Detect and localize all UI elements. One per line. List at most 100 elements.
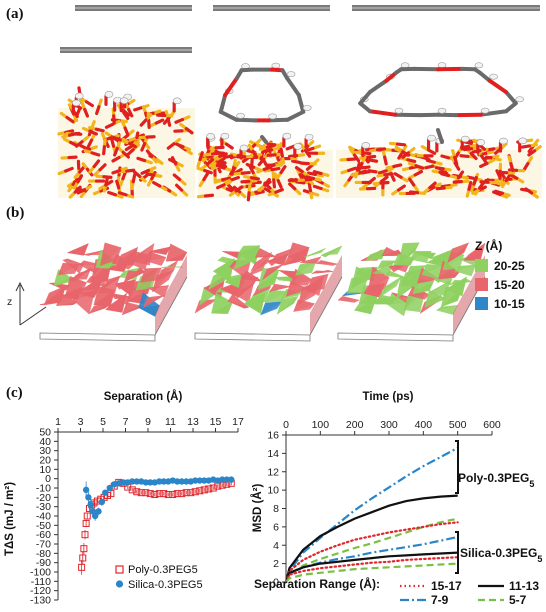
data-point <box>102 489 109 496</box>
entropy-y-tick-label: -50 <box>36 520 51 532</box>
surface-legend: Z (Å) 20-25 15-20 10-15 <box>475 238 525 311</box>
msd-group-brackets: Poly-0.3PEG5 Silica-0.3PEG5 <box>455 440 542 574</box>
entropy-y-tick-label: -130 <box>30 595 51 607</box>
data-point <box>178 478 185 485</box>
data-point <box>133 478 140 485</box>
entropy-y-tick-label: -30 <box>36 501 51 513</box>
data-point <box>78 563 86 571</box>
legend-label-poly: Poly-0.3PEG5 <box>128 564 198 576</box>
molecular-snapshot-1 <box>57 5 195 199</box>
entropy-x-tick-label: 5 <box>100 416 106 428</box>
entropy-y-tick-label: -90 <box>36 557 51 569</box>
legend-swatch-15-20 <box>475 278 488 291</box>
legend-label-15-20: 15-20 <box>494 278 525 292</box>
msd-x-tick-label: 400 <box>415 419 433 431</box>
entropy-y-tick-label: -110 <box>31 576 51 588</box>
msd-y-tick-label: 12 <box>267 466 279 478</box>
msd-x-tick-label: 0 <box>283 419 289 431</box>
entropy-x-tick-label: 9 <box>145 416 151 428</box>
data-point <box>82 486 90 494</box>
msd-legend-label: 15-17 <box>431 579 462 593</box>
msd-group-label-silica: Silica-0.3PEG5 <box>460 546 542 564</box>
data-point <box>83 512 91 520</box>
msd-chart: Time (ps) MSD (Å²) 0 100 200 300 400 500 600 0 2… <box>251 391 542 607</box>
data-point <box>106 484 113 492</box>
msd-line-silica-5-7 <box>285 562 458 583</box>
entropy-x-tick-label: 1 <box>55 416 61 428</box>
msd-line-poly-15-17 <box>284 521 459 584</box>
surface-map-1 <box>39 242 188 342</box>
entropy-x-tick-label: 15 <box>210 416 222 428</box>
silica-slab <box>336 134 542 199</box>
data-point <box>169 491 177 499</box>
entropy-x-tick-label: 7 <box>123 416 129 428</box>
data-point <box>178 490 186 498</box>
msd-y-tick-label: 8 <box>273 503 279 515</box>
data-point <box>192 477 199 484</box>
legend-marker-silica <box>115 580 124 588</box>
data-point <box>164 491 172 499</box>
msd-x-tick-label: 500 <box>449 419 467 431</box>
data-point <box>200 486 208 494</box>
msd-legend: Separation Range (Å): 15-17 11-13 7-9 5-7 <box>254 576 539 607</box>
legend-label-10-15: 10-15 <box>494 297 525 311</box>
data-point <box>160 478 167 485</box>
entropy-y-tick-label: 20 <box>39 455 51 467</box>
entropy-y-tick-label: -120 <box>30 585 51 597</box>
msd-group-label-poly: Poly-0.3PEG5 <box>458 471 534 489</box>
msd-line-silica-15-17 <box>284 556 459 584</box>
msd-y-tick-label: 4 <box>273 540 279 552</box>
peg-chain <box>218 62 312 144</box>
entropy-ylabel: TΔS (mJ / m²) <box>4 482 16 556</box>
data-point <box>155 490 163 498</box>
entropy-y-tick-label: 50 <box>39 427 51 439</box>
silica-slab <box>196 132 333 202</box>
entropy-y-tick-label: -70 <box>36 539 51 551</box>
msd-x-tick-label: 200 <box>346 419 364 431</box>
entropy-x-tick-label: 17 <box>232 416 244 428</box>
msd-legend-label: 11-13 <box>509 579 539 593</box>
msd-y-tick-label: 10 <box>267 485 279 497</box>
entropy-xlabel: Separation (Å) <box>104 390 183 403</box>
molecular-snapshot-2 <box>196 5 333 202</box>
msd-xlabel: Time (ps) <box>363 391 414 403</box>
data-point <box>173 490 181 498</box>
data-point <box>129 478 136 485</box>
surface-panel: z Z (Å) 20-25 15-20 10-15 <box>7 238 525 342</box>
entropy-y-tick-label: -60 <box>36 529 51 541</box>
molecular-panel <box>57 5 542 202</box>
data-point <box>120 479 127 486</box>
panel-label-a: (a) <box>6 6 24 22</box>
legend-swatch-20-25 <box>475 259 488 272</box>
entropy-y-tick-label: -80 <box>36 548 51 560</box>
data-point <box>142 479 149 486</box>
entropy-x-tick-label: 11 <box>165 416 176 428</box>
peg-chain <box>358 62 525 144</box>
legend-label-20-25: 20-25 <box>494 259 525 273</box>
msd-legend-title: Separation Range (Å): <box>254 576 380 591</box>
entropy-y-tick-label: 30 <box>39 445 51 457</box>
msd-line-poly-11-13 <box>284 494 458 583</box>
data-point <box>142 489 150 497</box>
data-point <box>160 490 168 498</box>
surface-map-2 <box>194 242 343 342</box>
data-point <box>147 479 154 486</box>
entropy-series-poly <box>78 478 235 575</box>
data-point <box>79 554 87 562</box>
msd-y-tick-label: 16 <box>267 430 279 442</box>
data-point <box>85 494 92 501</box>
data-point <box>209 484 217 492</box>
surface-map-3 <box>337 242 486 342</box>
entropy-chart: Separation (Å) TΔS (mJ / m²) 1 3 5 7 9 11 13 15… <box>4 390 244 607</box>
msd-line-poly-5-7 <box>285 517 458 583</box>
data-point <box>196 487 204 495</box>
msd-ylabel: MSD (Å²) <box>251 484 264 533</box>
data-point <box>196 477 203 484</box>
entropy-legend: Poly-0.3PEG5 Silica-0.3PEG5 <box>115 564 203 591</box>
legend-marker-poly <box>115 565 124 574</box>
data-point <box>228 476 235 483</box>
data-point <box>151 491 159 499</box>
data-point <box>87 501 94 508</box>
entropy-y-tick-label: -40 <box>36 511 51 523</box>
entropy-y-tick-label: -20 <box>36 492 51 504</box>
